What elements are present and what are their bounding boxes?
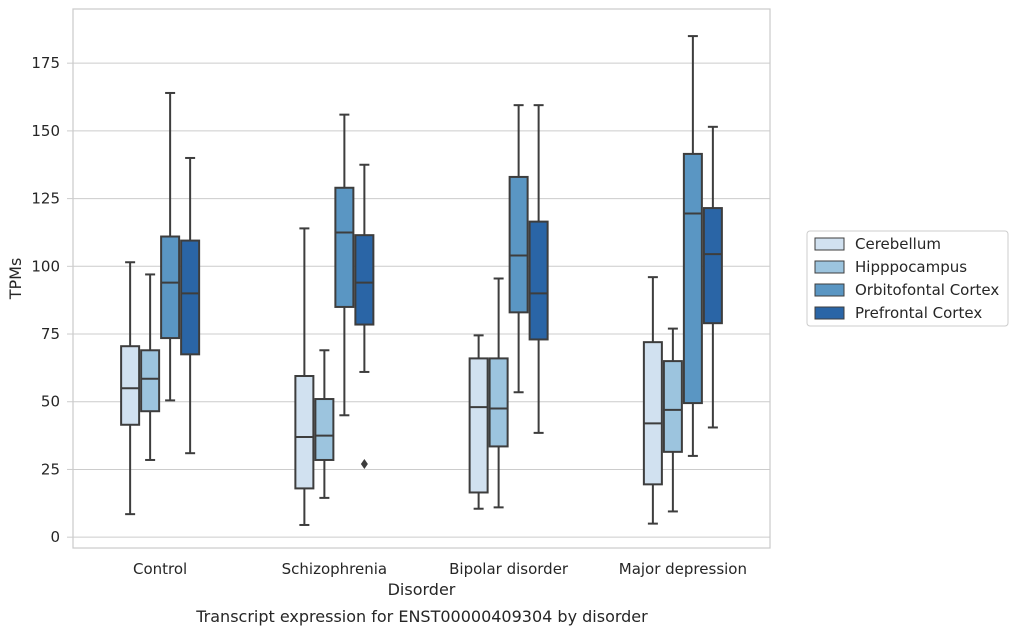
box-3-0 — [642, 276, 663, 525]
box-body — [682, 152, 703, 405]
y-tick-label-7: 175 — [31, 54, 60, 72]
box-body — [642, 341, 663, 486]
x-axis-title: Disorder — [388, 580, 456, 599]
box-body — [160, 235, 181, 340]
legend-label: Prefrontal Cortex — [855, 304, 982, 322]
box-body — [354, 234, 375, 326]
chart-caption: Transcript expression for ENST0000040930… — [195, 607, 648, 626]
box-body — [180, 239, 201, 356]
y-tick-label-0: 0 — [50, 528, 60, 546]
y-tick-label-5: 125 — [31, 190, 60, 208]
x-tick-label-1: Schizophrenia — [282, 560, 387, 578]
x-tick-label-2: Bipolar disorder — [449, 560, 569, 578]
legend-swatch — [814, 283, 845, 297]
x-tick-label-3: Major depression — [619, 560, 747, 578]
box-body — [528, 220, 549, 341]
legend-item-1: Hipppocampus — [814, 258, 967, 276]
box-3-1 — [662, 327, 683, 513]
box-body — [702, 207, 723, 325]
box-0-3 — [180, 156, 201, 455]
box-body — [294, 375, 315, 490]
outlier-0 — [360, 459, 368, 470]
y-tick-label-1: 25 — [41, 460, 60, 478]
box-2-1 — [488, 277, 509, 509]
box-body — [314, 398, 335, 461]
legend-swatch — [814, 237, 845, 251]
legend-label: Cerebellum — [855, 235, 941, 253]
legend-item-0: Cerebellum — [814, 235, 941, 253]
box-1-1 — [314, 349, 335, 499]
y-axis-title: TPMs — [6, 258, 25, 301]
legend-swatch — [814, 306, 845, 320]
x-axis-ticks: Control Schizophrenia Bipolar disorder Majo… — [133, 560, 747, 578]
y-tick-label-6: 150 — [31, 122, 60, 140]
box-2-0 — [468, 334, 489, 510]
box-0-1 — [140, 273, 161, 461]
y-tick-label-4: 100 — [31, 257, 60, 275]
legend: Cerebellum Hipppocampus Orbitofontal Corte… — [806, 230, 1009, 327]
box-1-3 — [354, 163, 375, 470]
box-body — [120, 345, 141, 426]
x-tick-label-0: Control — [133, 560, 187, 578]
box-body — [488, 357, 509, 448]
box-body — [662, 360, 683, 453]
box-3-3 — [702, 125, 723, 429]
y-axis-ticks: 0 25 50 75 100 125 150 175 — [31, 54, 73, 546]
box-1-2 — [334, 113, 355, 417]
y-tick-label-2: 50 — [41, 393, 60, 411]
box-0-0 — [120, 261, 141, 516]
box-series — [120, 35, 723, 526]
box-body — [334, 186, 355, 308]
box-1-0 — [294, 227, 315, 526]
box-2-3 — [528, 104, 549, 434]
legend-label: Hipppocampus — [855, 258, 967, 276]
legend-swatch — [814, 260, 845, 274]
box-0-2 — [160, 91, 181, 402]
plot-frame — [72, 8, 771, 549]
legend-item-2: Orbitofontal Cortex — [814, 281, 999, 299]
box-2-2 — [508, 104, 529, 394]
legend-frame — [806, 230, 1009, 327]
box-body — [140, 349, 161, 413]
box-body — [468, 357, 489, 494]
box-3-2 — [682, 35, 703, 457]
y-tick-label-3: 75 — [41, 325, 60, 343]
legend-label: Orbitofontal Cortex — [855, 281, 999, 299]
legend-item-3: Prefrontal Cortex — [814, 304, 982, 322]
box-body — [508, 175, 529, 314]
